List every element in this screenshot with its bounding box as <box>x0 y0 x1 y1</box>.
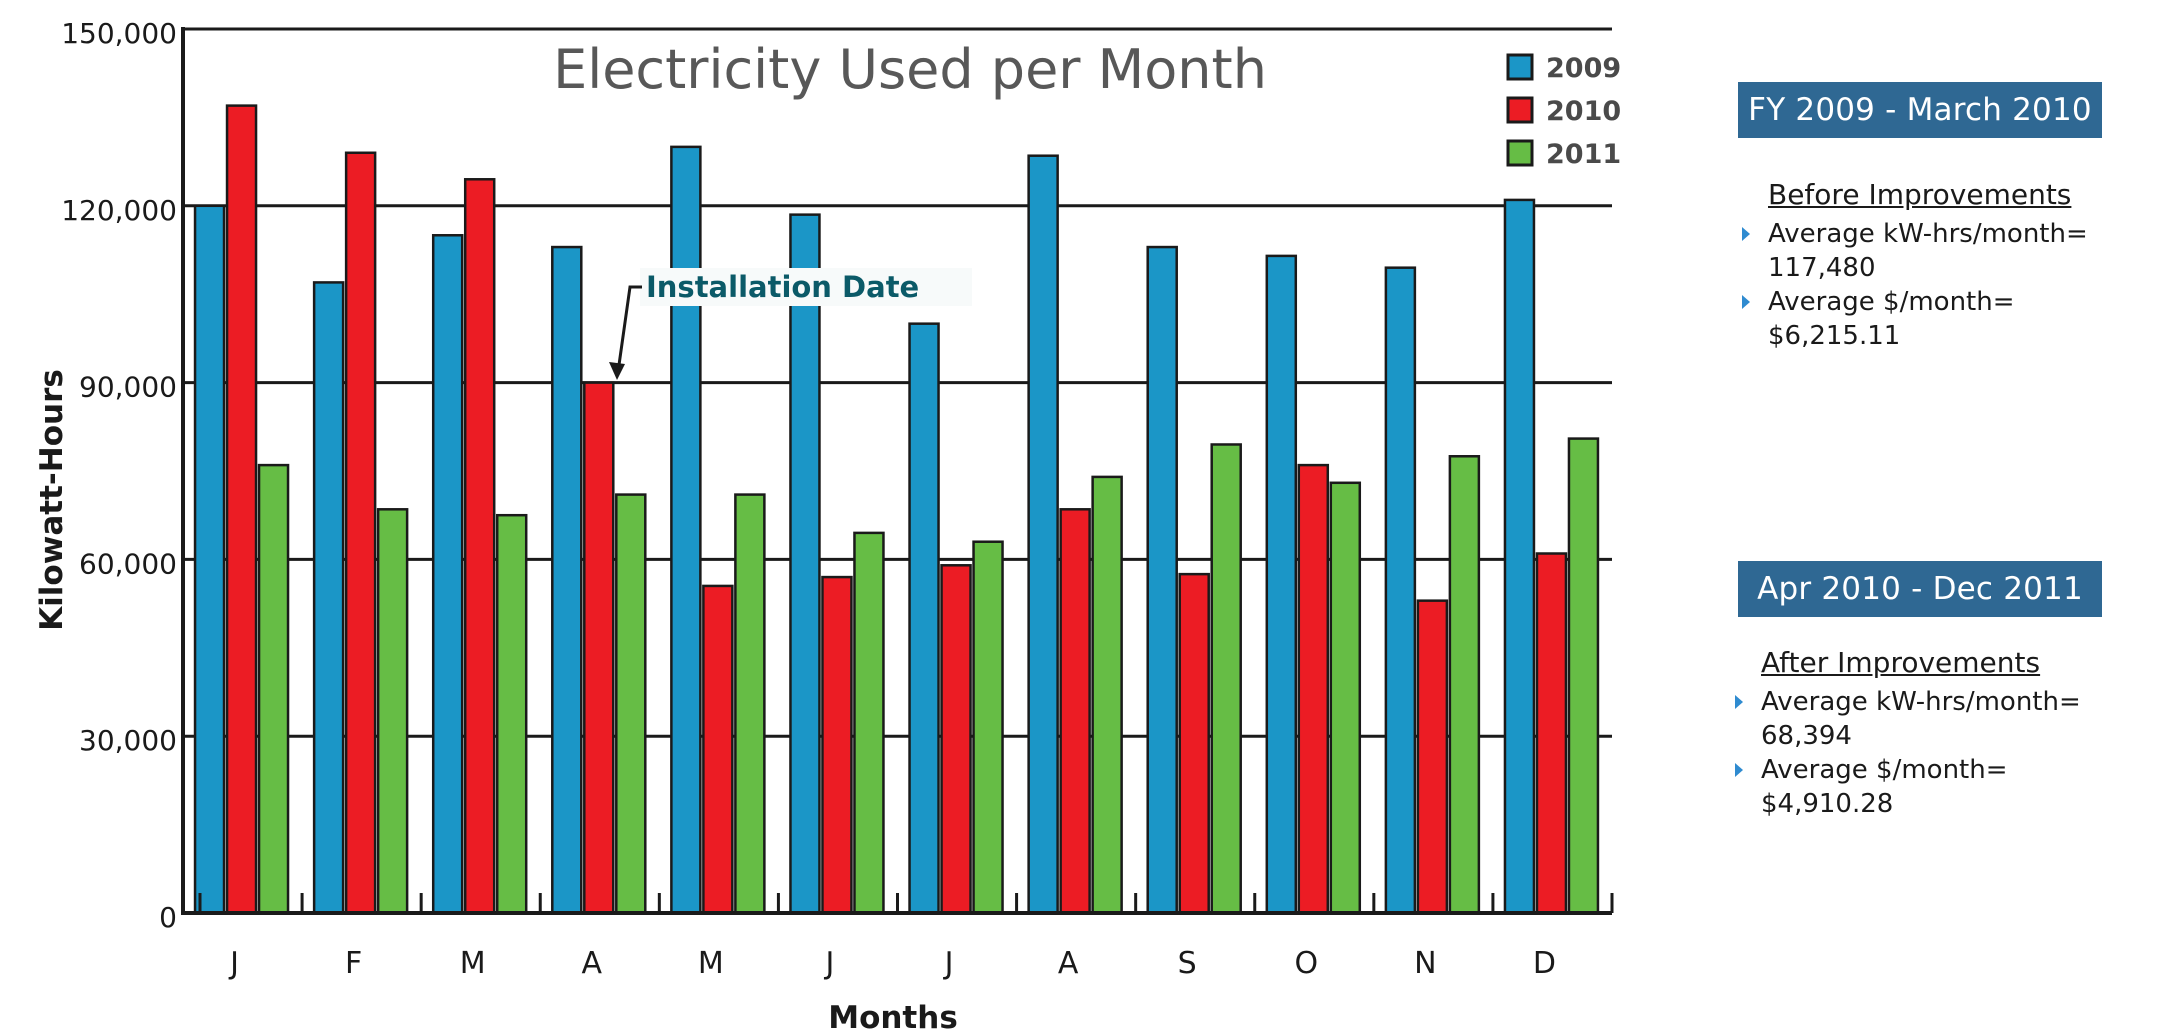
bar-2011-M <box>734 493 766 915</box>
x-tick-label: N <box>1414 946 1436 981</box>
before-cost-value: $6,215.11 <box>1768 321 1901 351</box>
bar-2009-J <box>193 204 226 915</box>
x-tick-label: F <box>345 946 362 981</box>
bar-2010-D <box>1535 552 1568 915</box>
chart-title: Electricity Used per Month <box>553 38 1267 101</box>
legend-label-2009: 2009 <box>1546 53 1621 84</box>
bar-2010-M <box>702 584 734 915</box>
bar-2009-A <box>551 245 583 915</box>
bar-2011-N <box>1448 455 1481 915</box>
x-tick-label: J <box>943 946 954 981</box>
before-period-header: FY 2009 - March 2010 <box>1738 82 2102 138</box>
bullet-icon <box>1742 227 1750 241</box>
before-kwh-label: Average kW-hrs/month= <box>1768 219 2088 249</box>
bar-2011-A <box>615 493 647 915</box>
x-tick-label: J <box>824 946 835 981</box>
annotation-arrowhead <box>609 362 625 380</box>
before-cost-item: Average $/month= $6,215.11 <box>1742 285 2128 353</box>
x-tick-label: A <box>1058 946 1079 981</box>
after-period-header: Apr 2010 - Dec 2011 <box>1738 561 2102 617</box>
bar-2011-A <box>1091 475 1123 915</box>
bars <box>193 104 1600 915</box>
annotation-background <box>640 268 972 306</box>
bullet-icon <box>1735 695 1743 709</box>
bar-2010-J <box>821 575 853 915</box>
y-tick-label: 30,000 <box>79 724 177 757</box>
legend-swatch-2010 <box>1506 96 1534 124</box>
bar-2010-N <box>1416 599 1449 915</box>
bar-2010-F <box>344 151 377 915</box>
bar-2011-J <box>853 531 885 915</box>
y-tick-label: 0 <box>159 901 177 934</box>
x-tick-label: D <box>1533 946 1556 981</box>
bar-2009-D <box>1503 198 1536 915</box>
after-cost-label: Average $/month= <box>1761 755 2008 785</box>
before-heading: Before Improvements <box>1768 178 2072 211</box>
bar-2009-M <box>670 145 702 915</box>
axes <box>181 27 1614 915</box>
installation-annotation: Installation Date <box>609 268 972 380</box>
bar-chart: 0 30,000 60,000 90,000 120,000 150,000 J F M A M J… <box>34 17 1621 1034</box>
bar-2011-J <box>257 463 290 915</box>
legend-swatch-2011 <box>1506 139 1534 167</box>
legend-label-2010: 2010 <box>1546 96 1621 127</box>
x-tick-label: S <box>1178 946 1197 981</box>
y-tick-label: 150,000 <box>61 17 177 50</box>
bar-2011-O <box>1329 481 1362 915</box>
x-axis-label: Months <box>828 1000 958 1034</box>
bar-2009-O <box>1265 254 1298 915</box>
bar-2009-F <box>312 281 345 915</box>
y-tick-labels: 0 30,000 60,000 90,000 120,000 150,000 <box>61 17 177 934</box>
bar-2011-M <box>495 513 528 915</box>
after-improvements-panel: After Improvements Average kW-hrs/month=… <box>1735 646 2121 821</box>
before-kwh-item: Average kW-hrs/month= 117,480 <box>1742 217 2128 285</box>
bar-2010-J <box>225 104 258 915</box>
y-tick-label: 90,000 <box>79 371 177 404</box>
bar-2010-A <box>583 381 615 915</box>
after-kwh-label: Average kW-hrs/month= <box>1761 687 2081 717</box>
bar-2009-N <box>1384 266 1417 915</box>
bar-2009-J <box>789 213 821 915</box>
after-cost-value: $4,910.28 <box>1761 789 1894 819</box>
bar-2011-D <box>1567 437 1600 915</box>
after-heading: After Improvements <box>1761 646 2041 679</box>
bar-2010-A <box>1059 508 1091 915</box>
bullet-icon <box>1735 763 1743 777</box>
bar-2009-A <box>1027 154 1059 915</box>
bar-2011-F <box>376 508 409 915</box>
bar-2009-J <box>908 322 940 915</box>
bar-2010-J <box>940 564 972 915</box>
bar-2009-S <box>1146 245 1178 915</box>
legend-swatch-2009 <box>1506 53 1534 81</box>
bullet-icon <box>1742 295 1750 309</box>
after-kwh-item: Average kW-hrs/month= 68,394 <box>1735 685 2121 753</box>
bar-2010-S <box>1178 572 1210 915</box>
bar-2010-O <box>1297 463 1330 915</box>
after-cost-item: Average $/month= $4,910.28 <box>1735 753 2121 821</box>
x-tick-label: M <box>698 946 724 981</box>
bar-2009-M <box>431 234 464 915</box>
bar-2011-J <box>972 540 1004 915</box>
y-axis-label: Kilowatt-Hours <box>34 369 70 631</box>
before-kwh-value: 117,480 <box>1768 253 1876 283</box>
before-cost-label: Average $/month= <box>1768 287 2015 317</box>
after-kwh-value: 68,394 <box>1761 721 1852 751</box>
annotation-text: Installation Date <box>646 270 919 304</box>
legend: 2009 2010 2011 <box>1506 53 1621 170</box>
before-improvements-panel: Before Improvements Average kW-hrs/month… <box>1742 178 2128 353</box>
x-tick-label: O <box>1294 946 1318 981</box>
x-tick-label: J <box>228 946 239 981</box>
annotation-arrow <box>616 285 642 373</box>
bar-2011-S <box>1210 443 1242 915</box>
y-tick-label: 60,000 <box>79 547 177 580</box>
x-tick-label: M <box>460 946 486 981</box>
y-tick-label: 120,000 <box>61 194 177 227</box>
x-tick-label: A <box>582 946 603 981</box>
bar-2010-M <box>463 178 496 915</box>
legend-label-2011: 2011 <box>1546 139 1621 170</box>
